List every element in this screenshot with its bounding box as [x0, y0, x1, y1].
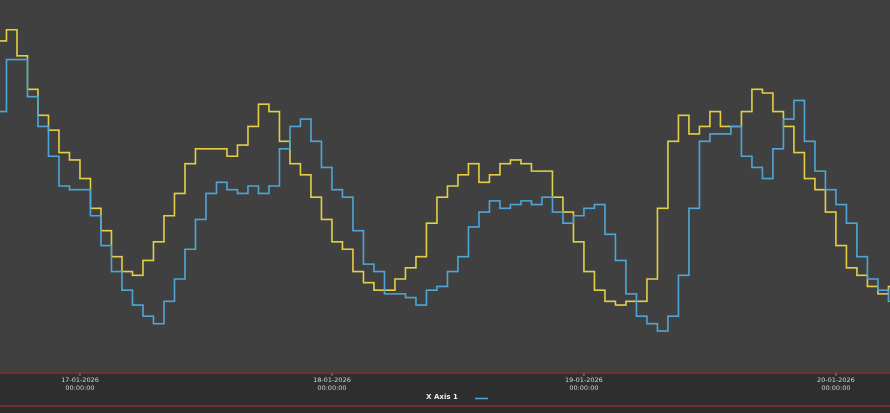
x-axis-title: X Axis 1 — [426, 393, 458, 401]
plot-area — [0, 0, 890, 372]
x-tick-label: 19-01-2026 00:00:00 — [565, 376, 603, 392]
x-tick-label: 18-01-2026 00:00:00 — [313, 376, 351, 392]
series-line — [0, 28, 890, 306]
x-tick-label: 17-01-2026 00:00:00 — [61, 376, 99, 392]
series-line — [0, 58, 890, 332]
x-tick-label: 20-01-2026 00:00:00 — [817, 376, 855, 392]
axis-strip — [0, 373, 890, 406]
series-group — [0, 28, 890, 332]
